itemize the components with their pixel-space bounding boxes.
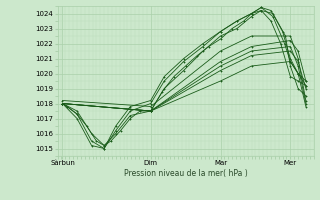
X-axis label: Pression niveau de la mer( hPa ): Pression niveau de la mer( hPa ): [124, 169, 247, 178]
